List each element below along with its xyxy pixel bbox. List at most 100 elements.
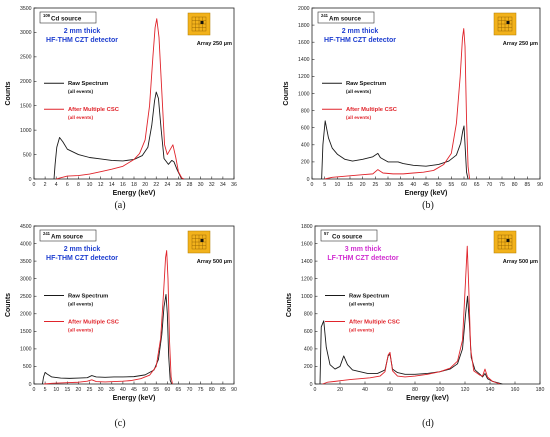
x-tick-label: 10: [334, 182, 340, 188]
pixel-grid-border: [191, 16, 207, 32]
panel-label: (a): [114, 200, 125, 211]
source-isotope-mass: 241: [321, 13, 329, 18]
y-tick-label: 4000: [20, 241, 32, 247]
x-tick-label: 65: [176, 387, 182, 393]
source-label: Co source: [332, 234, 363, 241]
x-tick-label: 50: [436, 182, 442, 188]
y-tick-label: 600: [304, 329, 313, 335]
y-tick-label: 1400: [298, 57, 310, 63]
x-tick-label: 22: [153, 182, 159, 188]
legend-sublabel: (all events): [349, 328, 374, 334]
series-line-csc: [56, 18, 185, 180]
x-tick-label: 55: [448, 182, 454, 188]
y-tick-label: 0: [310, 382, 313, 388]
x-tick-label: 70: [187, 387, 193, 393]
y-tick-label: 3500: [20, 259, 32, 265]
legend-label: After Multiple CSC: [68, 320, 120, 326]
x-tick-label: 180: [536, 387, 545, 393]
x-tick-label: 20: [360, 182, 366, 188]
x-tick-label: 6: [66, 182, 69, 188]
legend-label: After Multiple CSC: [68, 107, 120, 113]
y-tick-label: 200: [301, 160, 310, 166]
y-tick-label: 3000: [20, 276, 32, 282]
legend-label: Raw Spectrum: [68, 81, 108, 87]
y-tick-label: 1000: [20, 347, 32, 353]
y-tick-label: 1500: [20, 104, 32, 110]
legend-label: After Multiple CSC: [346, 107, 398, 113]
legend-sublabel: (all events): [349, 302, 374, 308]
y-axis-label: Counts: [286, 293, 293, 317]
x-tick-label: 45: [423, 182, 429, 188]
x-tick-label: 10: [87, 182, 93, 188]
x-tick-label: 75: [499, 182, 505, 188]
series-line-csc: [322, 245, 501, 385]
detector-type: LF-THM CZT detector: [327, 255, 398, 262]
x-tick-label: 25: [372, 182, 378, 188]
selected-pixel-icon: [200, 21, 204, 24]
x-tick-label: 2: [44, 182, 47, 188]
x-tick-label: 60: [164, 387, 170, 393]
y-tick-label: 400: [304, 347, 313, 353]
x-tick-label: 160: [511, 387, 520, 393]
y-tick-label: 200: [304, 364, 313, 370]
y-tick-label: 2500: [20, 294, 32, 300]
y-tick-label: 2500: [20, 55, 32, 61]
detector-thickness: 2 mm thick: [64, 246, 101, 253]
x-tick-label: 12: [98, 182, 104, 188]
pixel-grid-border: [497, 16, 513, 32]
y-tick-label: 800: [304, 312, 313, 318]
y-tick-label: 3500: [20, 6, 32, 12]
legend-label: After Multiple CSC: [349, 320, 401, 326]
x-tick-label: 34: [220, 182, 226, 188]
y-tick-label: 1600: [301, 241, 313, 247]
pixel-grid-border: [191, 234, 207, 250]
x-tick-label: 85: [524, 182, 530, 188]
source-label: Am source: [51, 234, 84, 241]
source-label: Cd source: [51, 16, 82, 23]
x-tick-label: 65: [474, 182, 480, 188]
x-tick-label: 45: [131, 387, 137, 393]
x-tick-label: 80: [412, 387, 418, 393]
detector-type: HF-THM CZT detector: [324, 37, 396, 44]
x-tick-label: 0: [314, 387, 317, 393]
x-tick-label: 85: [220, 387, 226, 393]
source-isotope-mass: 109: [43, 13, 51, 18]
x-tick-label: 0: [311, 182, 314, 188]
x-tick-label: 20: [337, 387, 343, 393]
x-tick-label: 16: [120, 182, 126, 188]
y-tick-label: 2000: [298, 6, 310, 12]
x-tick-label: 80: [512, 182, 518, 188]
chart-panel-1: 0 2 4 6 8 10 12 14 16 18 20 22 24 26 28 30 32 34 360500100…: [5, 6, 237, 197]
x-tick-label: 75: [198, 387, 204, 393]
legend-sublabel: (all events): [346, 115, 371, 121]
source-box: [39, 11, 97, 24]
x-tick-label: 5: [323, 182, 326, 188]
y-axis-label: Counts: [283, 81, 290, 105]
x-tick-label: 35: [109, 387, 115, 393]
legend-sublabel: (all events): [68, 115, 93, 121]
selected-pixel-icon: [506, 21, 510, 24]
x-tick-label: 4: [55, 182, 58, 188]
y-tick-label: 400: [301, 143, 310, 149]
source-box: [39, 229, 97, 242]
x-tick-label: 60: [461, 182, 467, 188]
x-tick-label: 30: [198, 182, 204, 188]
y-tick-label: 1600: [298, 40, 310, 46]
x-axis-label: Energy (keV): [113, 395, 156, 402]
y-tick-label: 0: [29, 382, 32, 388]
y-axis-label: Counts: [5, 293, 12, 317]
y-tick-label: 1800: [298, 23, 310, 29]
x-tick-label: 100: [436, 387, 445, 393]
y-tick-label: 500: [23, 152, 32, 158]
x-tick-label: 10: [53, 387, 59, 393]
x-axis-label: Energy (keV): [405, 190, 448, 197]
legend-sublabel: (all events): [68, 89, 93, 95]
y-tick-label: 0: [307, 177, 310, 183]
source-isotope-mass: 57: [324, 231, 329, 236]
legend-sublabel: (all events): [68, 328, 93, 334]
x-tick-label: 90: [231, 387, 237, 393]
y-tick-label: 1800: [301, 224, 313, 230]
x-tick-label: 5: [44, 387, 47, 393]
series-line-raw: [53, 91, 185, 180]
